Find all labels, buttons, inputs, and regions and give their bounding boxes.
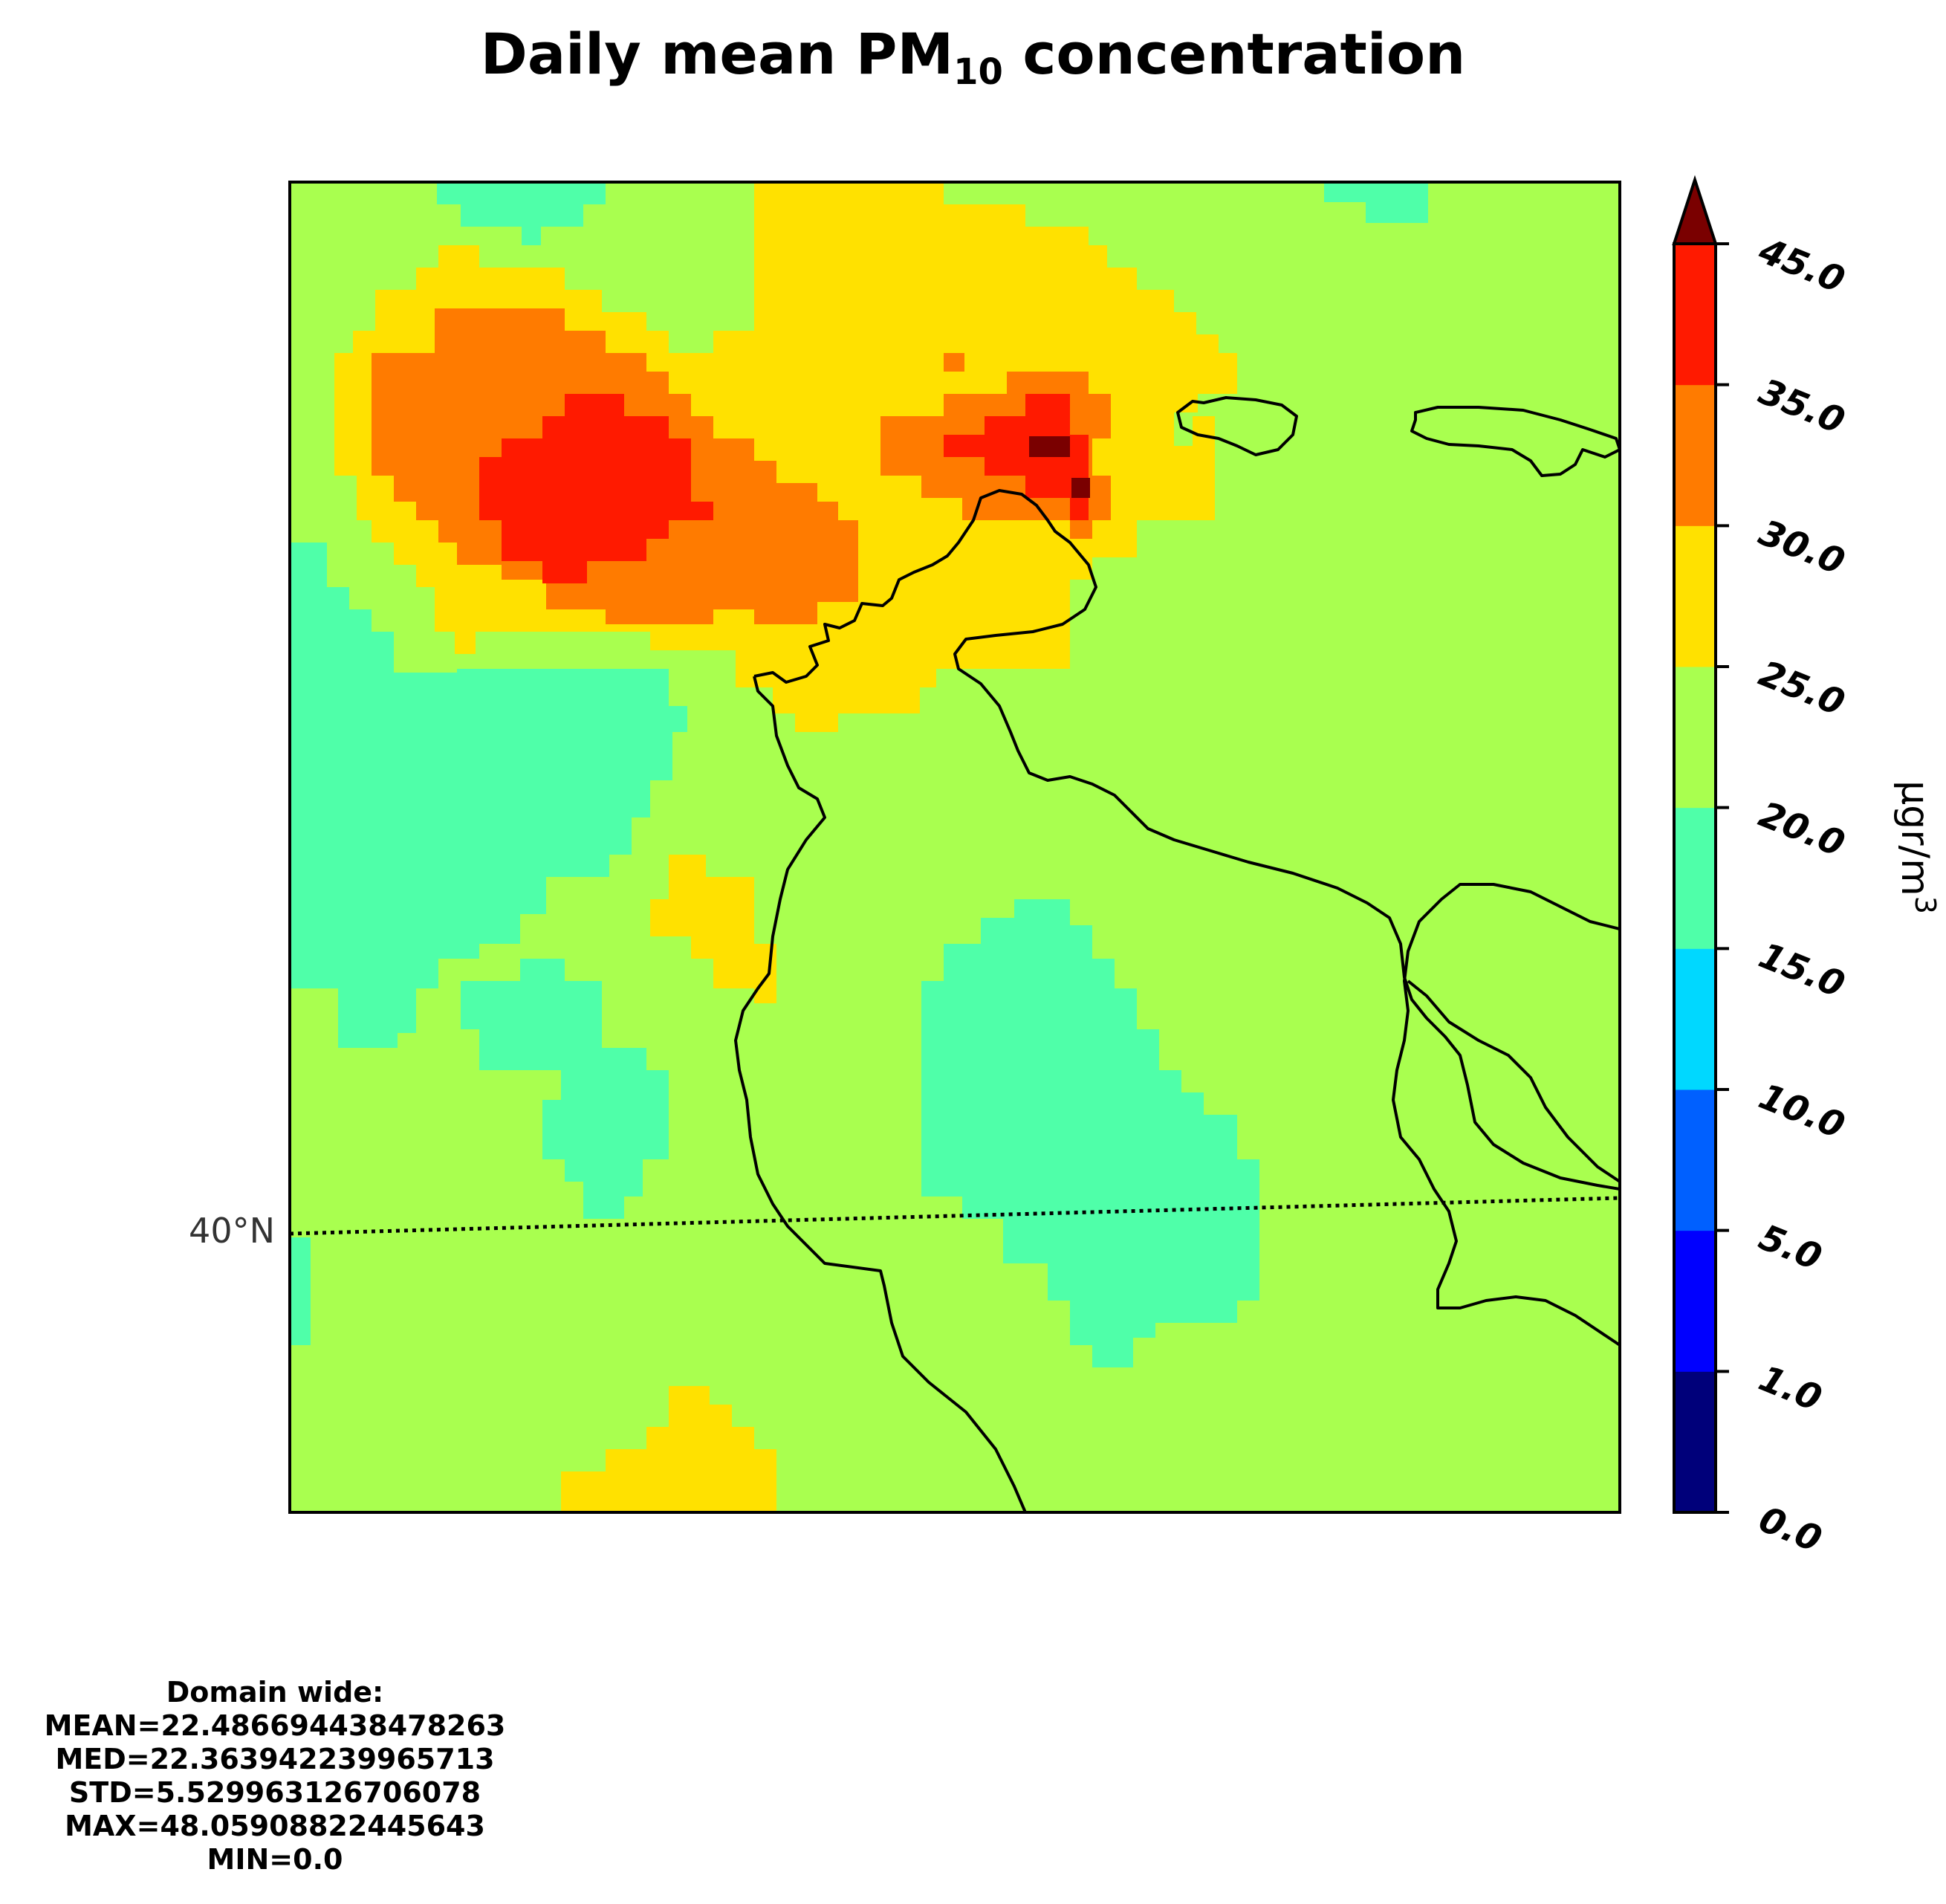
latitude-line-40n xyxy=(290,1196,1620,1236)
teal-patch-top-left xyxy=(437,182,606,245)
coastlines xyxy=(734,396,1620,1512)
colorbar-unit-label: μgr/m3 xyxy=(1893,780,1942,914)
island-2 xyxy=(1410,406,1620,477)
field-red-regions xyxy=(479,394,1089,583)
title-suffix: concentration xyxy=(1002,21,1466,87)
colorbar-band-5 xyxy=(1674,667,1716,809)
teal-patch-west xyxy=(290,543,687,1048)
field-teal-regions xyxy=(290,182,1428,1367)
map-frame xyxy=(288,181,1621,1514)
colorbar-band-7 xyxy=(1674,384,1716,526)
colorbar-band-8 xyxy=(1674,244,1716,386)
island-1 xyxy=(1176,396,1298,456)
colorbar-tick-label: 0.0 xyxy=(1754,1498,1828,1561)
orange-islet xyxy=(944,353,964,372)
colorbar-tick-label: 10.0 xyxy=(1754,1075,1851,1147)
domain-stats: Domain wide: MEAN=22.486694438478263 MED… xyxy=(15,1676,535,1877)
yellow-patch-south xyxy=(561,1386,776,1512)
stats-min: MIN=0.0 xyxy=(207,1843,343,1876)
chart-title: Daily mean PM10 concentration xyxy=(0,21,1946,93)
yellow-patch-central xyxy=(650,855,776,1003)
colorbar-band-2 xyxy=(1674,1089,1716,1231)
colorbar-tick-label: 30.0 xyxy=(1754,512,1851,583)
colorbar-tick-label: 20.0 xyxy=(1754,794,1851,865)
title-subscript: 10 xyxy=(953,51,1003,93)
field-over-regions xyxy=(1029,436,1090,498)
stats-std: STD=5.529963126706078 xyxy=(68,1776,481,1809)
colorbar: 0.0 1.0 5.0 10.0 15.0 20.0 25.0 30.0 35.0 45.0 xyxy=(1672,175,1851,1561)
stats-median: MED=22.363942239965713 xyxy=(55,1743,495,1775)
stats-heading: Domain wide: xyxy=(166,1676,384,1709)
teal-patch-west-edge xyxy=(290,1237,311,1345)
colorbar-band-6 xyxy=(1674,525,1716,667)
over-pixel-1 xyxy=(1029,436,1070,457)
colorbar-band-0 xyxy=(1674,1371,1716,1513)
colorbar-frame xyxy=(1673,242,1717,1514)
teal-patch-top-right xyxy=(1324,182,1428,223)
colorbar-tick-label: 5.0 xyxy=(1754,1217,1828,1279)
red-core-west xyxy=(479,394,713,583)
colorbar-band-4 xyxy=(1674,807,1716,949)
stats-max: MAX=48.05908822445643 xyxy=(65,1810,485,1842)
coastline-east-inner xyxy=(1407,979,1620,1183)
colorbar-over-arrow xyxy=(1672,175,1718,245)
coastline-peninsula-west xyxy=(734,676,1027,1512)
map-panel xyxy=(290,182,1620,1512)
coastline-east xyxy=(1392,883,1620,1347)
colorbar-tick-label: 45.0 xyxy=(1753,230,1851,302)
teal-patch-southwest xyxy=(461,959,669,1219)
colorbar-band-1 xyxy=(1674,1230,1716,1372)
stats-mean: MEAN=22.486694438478263 xyxy=(44,1709,506,1742)
colorbar-tick-label: 25.0 xyxy=(1754,653,1851,724)
colorbar-tick-label: 15.0 xyxy=(1754,935,1851,1006)
colorbar-tick-label: 1.0 xyxy=(1754,1358,1828,1420)
over-pixel-2 xyxy=(1071,478,1090,498)
title-prefix: Daily mean PM xyxy=(480,21,954,87)
colorbar-tick-label: 35.0 xyxy=(1754,371,1851,442)
red-core-east xyxy=(944,394,1089,520)
colorbar-band-3 xyxy=(1674,948,1716,1090)
latitude-label: 40°N xyxy=(189,1211,275,1251)
teal-patch-central xyxy=(921,899,1259,1367)
